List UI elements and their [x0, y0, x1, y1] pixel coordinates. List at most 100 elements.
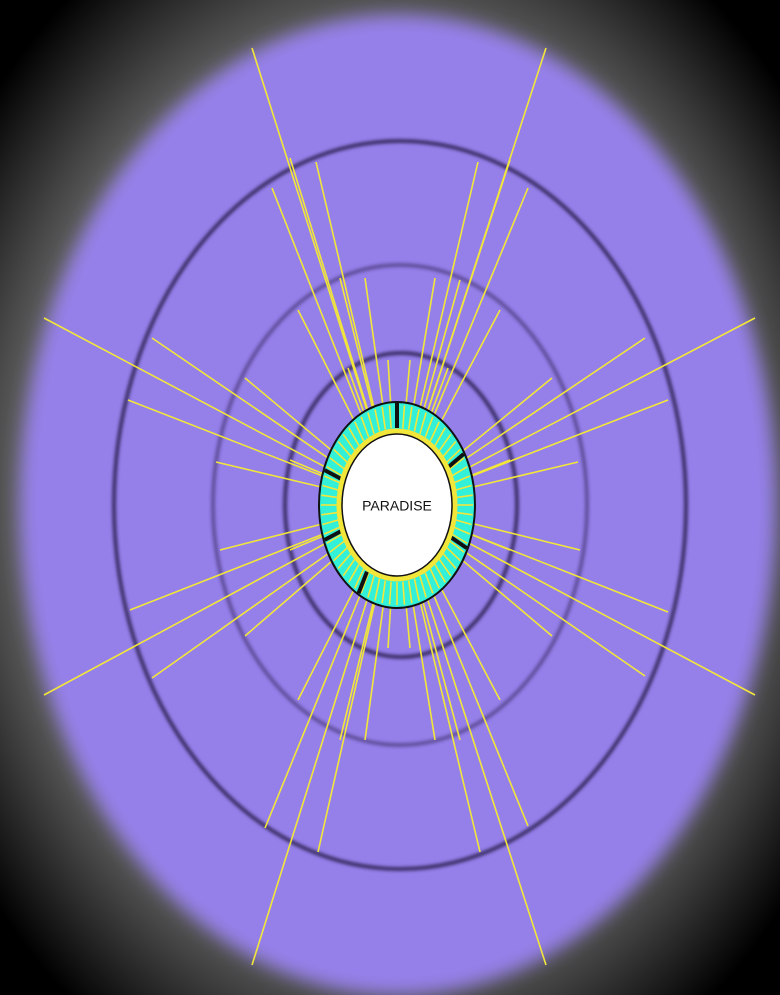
spoke [297, 569, 365, 701]
ring-tick [442, 441, 457, 457]
ring [112, 139, 688, 871]
ring-tick [424, 416, 434, 438]
ring-tick [323, 475, 340, 484]
ring-tick [429, 568, 440, 589]
spoke [339, 277, 380, 432]
spoke [317, 579, 381, 853]
ring-divider [356, 570, 369, 595]
spoke [419, 159, 511, 434]
ring-tick [323, 526, 340, 535]
ring-tick [322, 519, 339, 526]
ring-tick [367, 575, 375, 598]
spoke [415, 578, 461, 741]
ring-tick [446, 448, 461, 463]
ring-tick [452, 466, 468, 477]
ring-tick [333, 448, 348, 463]
ring-tick [434, 564, 446, 583]
ring-tick [434, 427, 446, 446]
ring-tick [402, 581, 406, 605]
ring-tick [456, 494, 473, 499]
ring-tick [442, 553, 457, 569]
ring-tick [321, 494, 338, 499]
ring-tick [322, 484, 339, 491]
spoke [339, 579, 380, 741]
spoke [455, 518, 581, 551]
spoke [151, 337, 345, 470]
ring-tick [455, 484, 472, 491]
spoke [251, 47, 375, 434]
spoke [129, 526, 340, 611]
spoke [264, 573, 370, 829]
ring-tick [348, 564, 360, 583]
spoke [297, 309, 365, 441]
spoke [419, 576, 547, 966]
ring-tick [329, 540, 345, 553]
spoke [430, 568, 501, 701]
spoke [151, 541, 345, 679]
spoke [424, 573, 529, 827]
ring-divider [450, 535, 468, 550]
ring-tick [342, 558, 356, 577]
spoke [416, 279, 461, 432]
ring-tick [374, 409, 381, 432]
spoke [452, 533, 756, 696]
ring-tick [388, 581, 392, 605]
rings [112, 139, 688, 871]
ring-divider [323, 468, 342, 481]
ring-tick [326, 466, 342, 477]
ring-tick [402, 405, 406, 429]
ring-tick [360, 416, 370, 438]
ring-tick [429, 421, 440, 442]
spoke [454, 399, 669, 484]
ring-tick [354, 568, 365, 589]
ring-tick [456, 511, 473, 516]
ring-tick [342, 433, 356, 452]
ring-tick [367, 412, 375, 435]
spoke [408, 581, 436, 741]
ring-tick [348, 427, 360, 446]
ring-tick [329, 457, 345, 470]
ring-tick [419, 575, 427, 598]
spoke [364, 581, 388, 741]
ring-ticks [321, 403, 473, 605]
ring-tick [381, 580, 387, 604]
center-disc-border [341, 433, 453, 577]
ring-tick [388, 405, 392, 429]
spoke [127, 399, 340, 484]
spoke [424, 187, 529, 437]
spoke [449, 337, 646, 470]
spoke [215, 461, 339, 492]
ring-tick [407, 406, 413, 430]
spoke [413, 161, 479, 431]
spoke [43, 534, 342, 696]
ring-tick [438, 558, 452, 577]
ring-tick [337, 553, 352, 569]
ring-tick [446, 547, 461, 562]
ring-tick [374, 578, 381, 601]
ring-tick [449, 540, 465, 553]
spoke [449, 540, 646, 677]
spoke [251, 576, 376, 966]
spoke [244, 377, 348, 464]
spoke [315, 161, 381, 431]
ring-tick [452, 533, 468, 544]
ring-tick [438, 433, 452, 452]
ring-tick [360, 572, 370, 594]
ring [211, 263, 589, 747]
spoke [452, 317, 756, 477]
ring-tick [337, 441, 352, 457]
ring-tick [424, 572, 434, 594]
ring-tick [407, 580, 413, 604]
ring-tick [454, 526, 471, 535]
spoke [43, 317, 342, 477]
ring-divider [447, 452, 465, 469]
spoke [289, 157, 376, 433]
ring-tick [321, 511, 338, 516]
ring-divider [323, 529, 342, 542]
ring-tick [449, 457, 465, 470]
ring-tick [333, 547, 348, 562]
ring-tick [326, 533, 342, 544]
spoke [271, 187, 371, 436]
